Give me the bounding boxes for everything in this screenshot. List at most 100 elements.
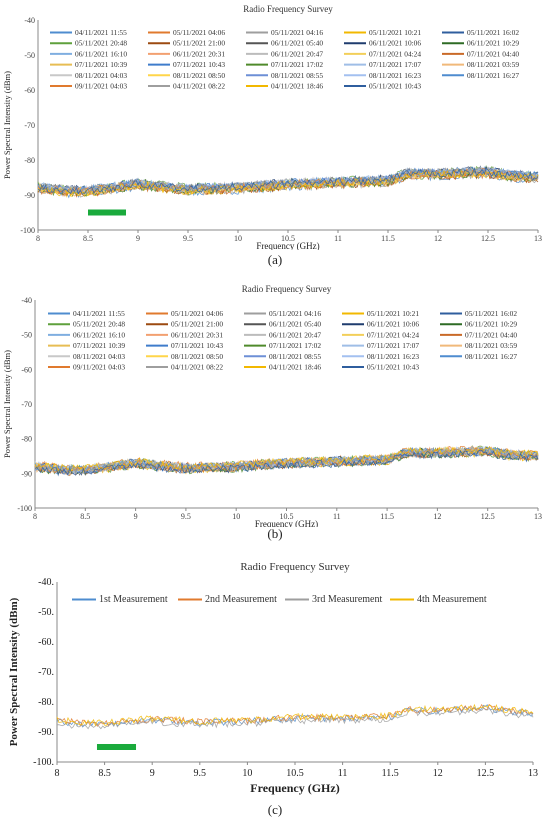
legend-label: 3rd Measurement [312, 594, 382, 605]
y-tick-label: -50. [38, 607, 54, 618]
legend-label: 05/11/2021 10:43 [369, 82, 421, 91]
annotation-bar [88, 209, 126, 216]
legend-label: 08/11/2021 03:59 [465, 341, 517, 350]
legend-label: 08/11/2021 03:59 [467, 60, 519, 69]
x-tick-label: 11.5 [381, 234, 395, 243]
legend-label: 08/11/2021 04:03 [75, 71, 127, 80]
y-tick-label: -90. [38, 727, 54, 738]
x-axis-label: Frequency (GHz) [255, 519, 318, 527]
y-tick-label: -90 [21, 469, 32, 478]
y-axis-label: Power Spectral Intensity (dBm) [2, 71, 12, 179]
chart-panel-c: Radio Frequency Survey -40. -50. -60. -70. -8… [0, 556, 550, 823]
chart-title: Radio Frequency Survey [243, 4, 333, 14]
x-tick-label: 11 [338, 768, 348, 779]
series-line [34, 446, 539, 473]
legend-label: 06/11/2021 10:06 [369, 39, 421, 48]
legend-label: 04/11/2021 08:22 [173, 82, 225, 91]
legend-label: 07/11/2021 10:39 [73, 341, 125, 350]
x-tick-label: 10 [234, 234, 242, 243]
annotation-bar [96, 744, 137, 750]
series-line [34, 449, 539, 477]
legend-label: 05/11/2021 21:00 [171, 320, 223, 329]
legend-label: 04/11/2021 18:46 [269, 363, 321, 372]
x-tick-label: 10.5 [286, 768, 304, 779]
series-line [37, 167, 539, 195]
legend-label: 05/11/2021 04:06 [173, 28, 225, 37]
x-tick-label: 10 [242, 768, 252, 779]
chart-b-svg: Radio Frequency Survey -40 -50 -60 -70 -80 -90… [2, 284, 542, 527]
legend-label: 07/11/2021 17:07 [369, 60, 421, 69]
legend-label: 07/11/2021 10:43 [171, 341, 223, 350]
series-line [34, 445, 539, 473]
legend-label: 04/11/2021 11:55 [73, 309, 125, 318]
legend-label: 07/11/2021 10:39 [75, 60, 127, 69]
x-tick-label: 12.5 [481, 234, 495, 243]
legend-label: 07/11/2021 17:07 [367, 341, 419, 350]
legend-label: 05/11/2021 04:06 [171, 309, 223, 318]
legend-label: 05/11/2021 16:02 [467, 28, 519, 37]
series-line [56, 707, 534, 730]
x-tick-label: 13 [534, 234, 542, 243]
legend-label: 08/11/2021 08:55 [269, 352, 321, 361]
legend-label: 06/11/2021 05:40 [271, 39, 323, 48]
legend-label: 05/11/2021 10:21 [367, 309, 419, 318]
x-tick-label: 10.5 [280, 512, 294, 521]
legend-label: 06/11/2021 20:31 [173, 49, 225, 58]
y-tick-label: -40. [38, 577, 54, 588]
x-tick-label: 8.5 [80, 512, 90, 521]
legend-label: 07/11/2021 04:24 [369, 49, 421, 58]
legend-label: 08/11/2021 16:27 [467, 71, 519, 80]
y-tick-label: -60 [24, 86, 35, 95]
y-tick-label: -80 [21, 435, 32, 444]
legend-label: 06/11/2021 10:06 [367, 320, 419, 329]
legend-label: 07/11/2021 17:02 [271, 60, 323, 69]
y-axis-label: Power Spectral Intensity (dBm) [8, 597, 20, 746]
x-tick-label: 12.5 [477, 768, 495, 779]
legend-label: 06/11/2021 10:29 [465, 320, 517, 329]
legend-label: 05/11/2021 20:48 [75, 39, 127, 48]
x-axis-label: Frequency (GHz) [256, 241, 319, 250]
series-line [34, 447, 539, 474]
series-line [56, 704, 534, 728]
legend-label: 04/11/2021 18:46 [271, 82, 323, 91]
legend-label: 2nd Measurement [205, 594, 277, 605]
chart-a-svg: Radio Frequency Survey -40 -50 -60 -70 -80 -90… [2, 4, 542, 250]
y-tick-label: -40 [21, 296, 32, 305]
legend-label: 05/11/2021 04:16 [271, 28, 323, 37]
x-tick-label: 13 [534, 512, 542, 521]
x-axis-label: Frequency (GHz) [250, 781, 339, 795]
legend-label: 08/11/2021 08:50 [171, 352, 223, 361]
series-line [37, 168, 539, 196]
y-tick-label: -80. [38, 697, 54, 708]
legend-label: 07/11/2021 17:02 [269, 341, 321, 350]
legend-label: 08/11/2021 16:23 [367, 352, 419, 361]
legend-label: 04/11/2021 08:22 [171, 363, 223, 372]
series-line [37, 168, 539, 197]
caption-c: (c) [267, 802, 283, 817]
y-tick-label: -80 [24, 156, 35, 165]
x-tick-label: 9 [134, 512, 138, 521]
x-tick-label: 8.5 [83, 234, 93, 243]
legend-label: 06/11/2021 20:47 [271, 49, 323, 58]
x-tick-label: 11.5 [380, 512, 394, 521]
chart-c-svg: Radio Frequency Survey -40. -50. -60. -70. -8… [8, 561, 538, 795]
legend-label: 06/11/2021 20:31 [171, 330, 223, 339]
y-tick-label: -40 [24, 16, 35, 25]
legend-label: 04/11/2021 11:55 [75, 28, 127, 37]
legend-label: 06/11/2021 10:29 [467, 39, 519, 48]
legend-label: 4th Measurement [417, 594, 487, 605]
legend-label: 08/11/2021 08:50 [173, 71, 225, 80]
legend-label: 05/11/2021 20:48 [73, 320, 125, 329]
legend-label: 05/11/2021 10:43 [367, 363, 419, 372]
x-tick-label: 12 [433, 512, 441, 521]
y-axis-label: Power Spectral Intensity (dBm) [2, 350, 12, 458]
legend-label: 05/11/2021 04:16 [269, 309, 321, 318]
legend-label: 08/11/2021 08:55 [271, 71, 323, 80]
legend-label: 05/11/2021 21:00 [173, 39, 225, 48]
y-tick-label: -90 [24, 191, 35, 200]
legend-label: 09/11/2021 04:03 [73, 363, 125, 372]
x-tick-label: 8 [33, 512, 37, 521]
chart-panel-a: Radio Frequency Survey -40 -50 -60 -70 -80 -90… [0, 0, 550, 270]
y-tick-label: -60 [21, 365, 32, 374]
x-tick-label: 10 [232, 512, 240, 521]
